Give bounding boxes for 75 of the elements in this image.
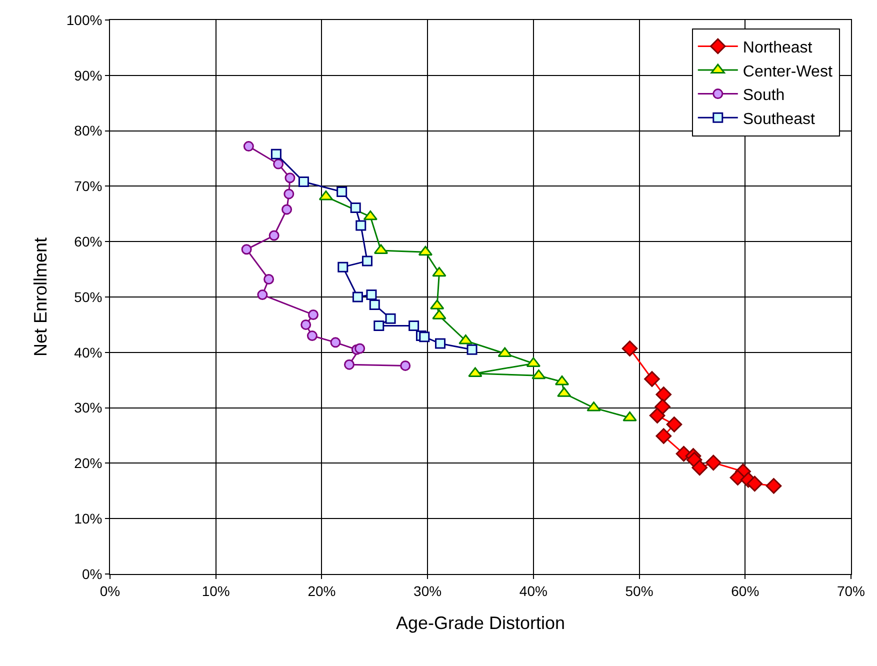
x-tick-label: 10% xyxy=(202,582,230,599)
point xyxy=(369,300,380,310)
point xyxy=(354,343,366,354)
point xyxy=(730,470,746,486)
point xyxy=(306,330,318,342)
point xyxy=(366,290,377,300)
x-axis-title: Age-Grade Distortion xyxy=(396,612,566,633)
point xyxy=(435,338,446,349)
legend-label: Center-West xyxy=(742,63,833,80)
point xyxy=(282,204,292,215)
point xyxy=(656,428,672,444)
legend-label: Northeast xyxy=(742,39,813,56)
y-tick-label: 60% xyxy=(74,234,102,250)
point xyxy=(400,360,411,371)
x-tick-label: 60% xyxy=(731,582,760,599)
point xyxy=(418,246,433,256)
point xyxy=(338,262,348,272)
x-tick-label: 40% xyxy=(519,582,548,599)
point xyxy=(300,319,312,330)
y-tick-label: 20% xyxy=(74,455,102,472)
point xyxy=(243,141,254,152)
y-tick-label: 40% xyxy=(74,344,102,360)
point xyxy=(532,369,546,380)
point xyxy=(268,230,280,241)
x-tick-label: 70% xyxy=(836,582,866,599)
point xyxy=(241,244,252,255)
point xyxy=(270,148,282,160)
point xyxy=(352,292,363,302)
point xyxy=(705,454,722,471)
y-tick-label: 10% xyxy=(74,510,102,526)
y-tick-label: 90% xyxy=(74,67,102,84)
point xyxy=(466,344,478,355)
point xyxy=(356,220,366,231)
legend-label: South xyxy=(742,87,785,104)
point xyxy=(273,158,284,170)
y-tick-label: 100% xyxy=(66,12,102,28)
point xyxy=(408,320,420,332)
point xyxy=(257,290,268,300)
point xyxy=(330,337,341,348)
point xyxy=(666,416,682,432)
point xyxy=(622,340,638,356)
point xyxy=(498,347,512,358)
x-tick-label: 0% xyxy=(100,582,120,599)
point xyxy=(336,186,348,197)
point xyxy=(654,398,670,415)
y-axis-title: Net Enrollment xyxy=(30,237,51,357)
x-tick-label: 50% xyxy=(625,582,654,599)
point xyxy=(350,202,361,214)
point xyxy=(374,320,384,332)
point xyxy=(692,460,708,476)
point xyxy=(766,478,782,494)
point xyxy=(362,256,372,266)
point xyxy=(284,172,296,184)
point xyxy=(432,266,446,277)
point xyxy=(318,190,334,200)
point xyxy=(308,309,318,320)
point xyxy=(264,274,274,285)
point xyxy=(419,332,430,342)
y-tick-label: 30% xyxy=(74,400,102,416)
point xyxy=(644,371,660,387)
y-tick-label: 80% xyxy=(74,122,102,139)
point xyxy=(656,386,672,402)
point xyxy=(298,176,309,188)
point xyxy=(363,210,378,220)
y-tick-label: 50% xyxy=(74,288,102,305)
y-tick-label: 0% xyxy=(82,566,102,582)
legend-label: Southeast xyxy=(742,110,816,128)
point xyxy=(344,359,354,370)
point xyxy=(649,408,666,424)
point xyxy=(284,188,294,200)
point xyxy=(385,313,396,324)
y-tick-label: 70% xyxy=(74,178,102,194)
point xyxy=(746,476,763,492)
x-tick-label: 20% xyxy=(308,582,336,599)
x-tick-label: 30% xyxy=(414,582,442,599)
